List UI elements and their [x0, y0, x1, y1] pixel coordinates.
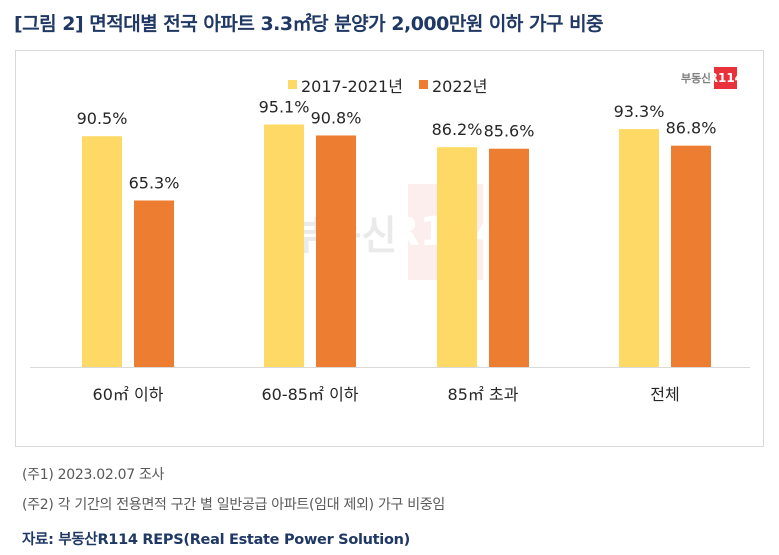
- brand-logo: 부동산 R114: [681, 67, 743, 89]
- bar-2017-2021-3: [619, 129, 659, 367]
- data-label: 86.2%: [432, 120, 483, 139]
- legend-swatch: [419, 80, 428, 89]
- bar-2022-2: [489, 148, 529, 367]
- bar-2017-2021-2: [437, 147, 477, 367]
- data-label: 90.5%: [77, 109, 128, 128]
- bar-2022-0: [134, 200, 174, 367]
- data-label: 90.8%: [311, 108, 362, 127]
- note-1: (주1) 2023.02.07 조사: [22, 467, 165, 483]
- bar-2017-2021-0: [82, 136, 122, 367]
- logo-text: 부동산: [681, 72, 712, 85]
- note-2: (주2) 각 기간의 전용면적 구간 별 일반공급 아파트(임대 제외) 가구 …: [22, 497, 445, 513]
- x-tick-label: 85㎡ 초과: [448, 385, 519, 404]
- chart-frame: [15, 50, 764, 447]
- source-text: 자료: 부동산R114 REPS(Real Estate Power Solut…: [22, 532, 410, 548]
- data-label: 65.3%: [129, 173, 180, 192]
- logo-box: R114: [709, 67, 743, 89]
- data-label: 95.1%: [259, 97, 310, 116]
- bar-2022-3: [671, 145, 711, 367]
- legend-label: 2022년: [432, 77, 487, 96]
- x-tick-label: 전체: [650, 385, 679, 404]
- data-label: 93.3%: [614, 102, 665, 121]
- bar-2017-2021-1: [264, 124, 304, 368]
- x-tick-label: 60-85㎡ 이하: [261, 385, 358, 404]
- data-label: 85.6%: [484, 122, 535, 141]
- data-label: 86.8%: [666, 119, 717, 138]
- legend-swatch: [288, 80, 297, 89]
- bar-2022-1: [316, 135, 356, 367]
- legend-label: 2017-2021년: [301, 77, 403, 96]
- x-tick-label: 60㎡ 이하: [93, 385, 164, 404]
- chart-title: [그림 2] 면적대별 전국 아파트 3.3㎡당 분양가 2,000만원 이하 …: [14, 13, 604, 35]
